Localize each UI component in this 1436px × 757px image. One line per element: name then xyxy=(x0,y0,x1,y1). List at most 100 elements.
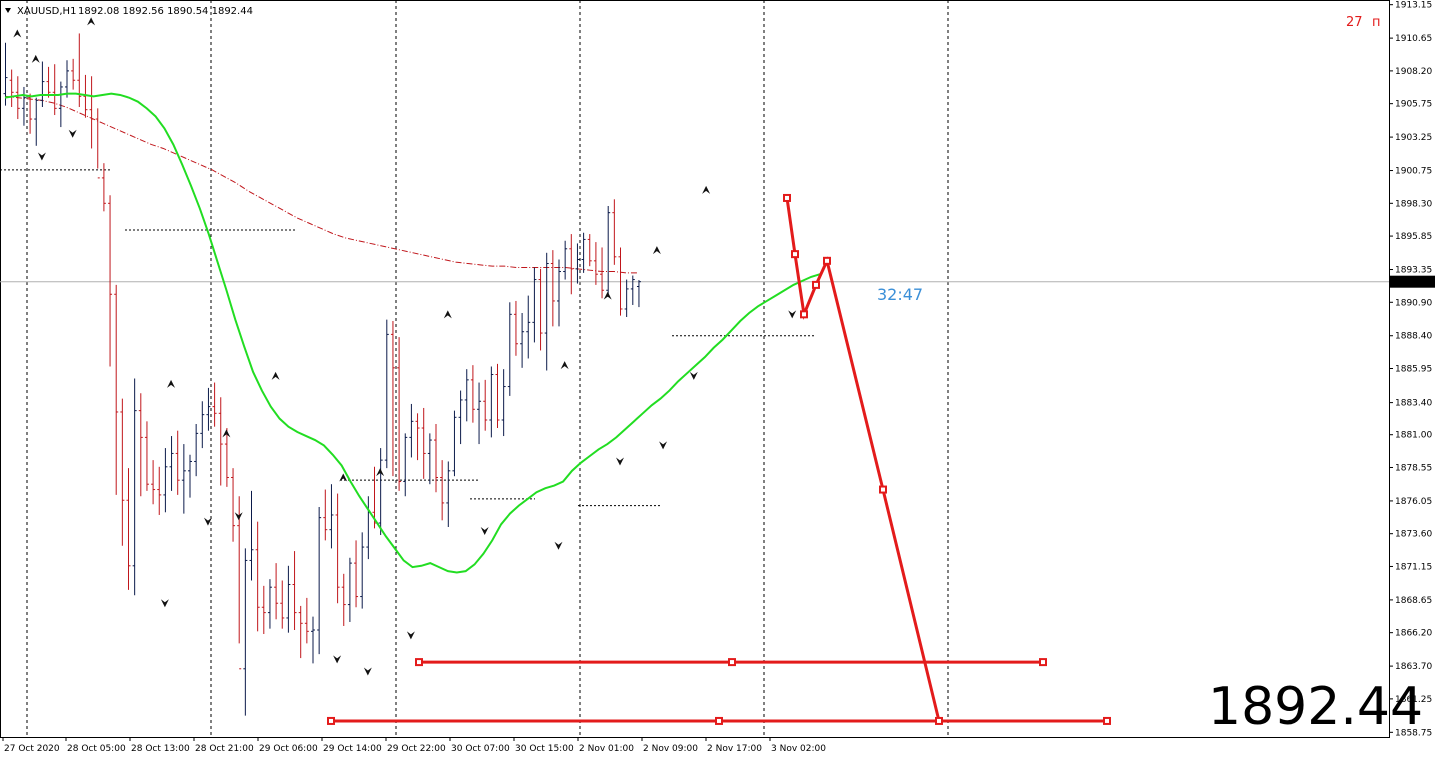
support-node xyxy=(1103,716,1111,725)
price-bar xyxy=(390,321,395,477)
zigzag-node xyxy=(791,250,799,259)
price-bar xyxy=(95,108,100,179)
fractal-up-arrow-icon xyxy=(702,185,711,194)
price-bar xyxy=(360,532,365,609)
price-bars xyxy=(3,33,641,716)
y-tick-label: 1895.85 xyxy=(1395,232,1432,242)
fractal-down-arrow-icon xyxy=(554,541,563,550)
y-tick-label: 1903.25 xyxy=(1395,133,1432,143)
price-bar xyxy=(458,390,463,445)
price-bar xyxy=(329,484,334,549)
y-tick-label: 1871.15 xyxy=(1395,562,1432,572)
price-bar xyxy=(231,468,236,542)
price-axis[interactable]: 1913.15 1910.65 1908.20 1905.75 1903.25 1900.… xyxy=(1389,1,1435,739)
fractal-up-arrow-icon xyxy=(222,429,231,438)
x-tick-label: 30 Oct 07:00 xyxy=(451,744,510,754)
fractal-down-arrow-icon xyxy=(659,441,668,450)
price-bar xyxy=(206,387,211,431)
fractal-up-arrow-icon xyxy=(560,361,569,370)
fractal-down-arrow-icon xyxy=(333,655,342,664)
price-bar xyxy=(286,565,291,633)
y-tick-label: 1888.40 xyxy=(1395,332,1432,342)
zigzag-line xyxy=(783,193,943,725)
price-bar xyxy=(532,267,537,343)
y-tick-label: 1898.30 xyxy=(1395,199,1432,209)
price-bar xyxy=(477,382,482,445)
chart-frame xyxy=(0,0,1390,738)
y-tick-label: 1913.15 xyxy=(1395,1,1432,11)
price-bar xyxy=(237,496,242,670)
price-bar xyxy=(144,421,149,491)
price-bar xyxy=(280,580,285,629)
price-bar xyxy=(304,597,309,644)
zigzag-node xyxy=(800,310,808,319)
price-bar xyxy=(489,366,494,438)
zigzag-node xyxy=(812,280,820,289)
price-bar xyxy=(40,61,45,108)
price-bar xyxy=(421,407,426,479)
price-bar xyxy=(636,280,641,308)
fractal-down-arrow-icon xyxy=(37,152,46,161)
zigzag-node xyxy=(823,256,831,265)
y-tick-label: 1861.25 xyxy=(1395,695,1432,705)
price-bar xyxy=(575,243,580,284)
price-bar xyxy=(544,252,549,371)
fractal-up-arrow-icon xyxy=(652,246,661,255)
price-bar xyxy=(175,430,180,495)
chart-header: XAUUSD,H1 1892.08 1892.56 1890.54 1892.4… xyxy=(5,6,253,17)
support-levels xyxy=(327,658,1111,725)
big-price-display: 1892.44 xyxy=(1208,677,1423,737)
price-bar xyxy=(513,300,518,356)
price-bar xyxy=(9,69,14,108)
price-bar xyxy=(446,461,451,528)
y-tick-label: 1885.95 xyxy=(1395,365,1432,375)
price-bar xyxy=(200,401,205,449)
y-tick-label: 1890.90 xyxy=(1395,298,1432,308)
fractal-up-arrow-icon xyxy=(31,54,40,63)
y-tick-label: 1900.75 xyxy=(1395,167,1432,177)
price-bar xyxy=(630,275,635,305)
price-bar xyxy=(434,424,438,493)
time-axis[interactable]: 27 Oct 2020 28 Oct 05:00 28 Oct 13:00 28 Oc… xyxy=(2,737,826,754)
ohlc-values: 1892.08 1892.56 1890.54 1892.44 xyxy=(78,6,253,17)
price-bar xyxy=(120,398,125,546)
price-bar xyxy=(58,81,63,128)
y-tick-label: 1866.20 xyxy=(1395,629,1432,639)
price-bar xyxy=(440,460,445,521)
price-bar xyxy=(384,319,389,469)
price-bar xyxy=(255,521,260,632)
dropdown-triangle-icon[interactable] xyxy=(5,8,11,13)
fractal-down-arrow-icon xyxy=(480,527,489,536)
y-tick-label: 1881.00 xyxy=(1395,431,1432,441)
price-bar xyxy=(501,369,506,437)
price-bar xyxy=(354,540,359,608)
corner-flag: п xyxy=(1372,15,1381,30)
price-bar xyxy=(249,490,254,581)
support-node xyxy=(1039,658,1047,667)
price-bar xyxy=(224,428,229,487)
fractal-down-arrow-icon xyxy=(406,631,415,640)
price-bar xyxy=(317,506,322,655)
price-bar xyxy=(409,403,414,458)
dotted-levels xyxy=(0,169,816,507)
price-bar xyxy=(563,240,568,280)
price-bar xyxy=(587,234,592,267)
fractal-down-arrow-icon xyxy=(234,512,243,521)
price-bar xyxy=(612,199,617,265)
price-bar xyxy=(65,60,69,98)
price-bar xyxy=(108,195,113,367)
fractal-down-arrow-icon xyxy=(160,599,169,608)
y-tick-label: 1883.40 xyxy=(1395,399,1432,409)
price-bar xyxy=(483,379,488,431)
price-bar xyxy=(378,448,383,536)
support-node xyxy=(715,716,723,725)
price-bar xyxy=(557,259,561,327)
price-bar xyxy=(3,42,8,106)
fractal-down-arrow-icon xyxy=(68,129,77,138)
ma-red-line xyxy=(4,95,639,274)
y-tick-label: 1876.05 xyxy=(1395,497,1432,507)
price-bar xyxy=(114,284,119,495)
bar-count: 27 xyxy=(1346,15,1363,30)
price-bar xyxy=(538,268,543,351)
